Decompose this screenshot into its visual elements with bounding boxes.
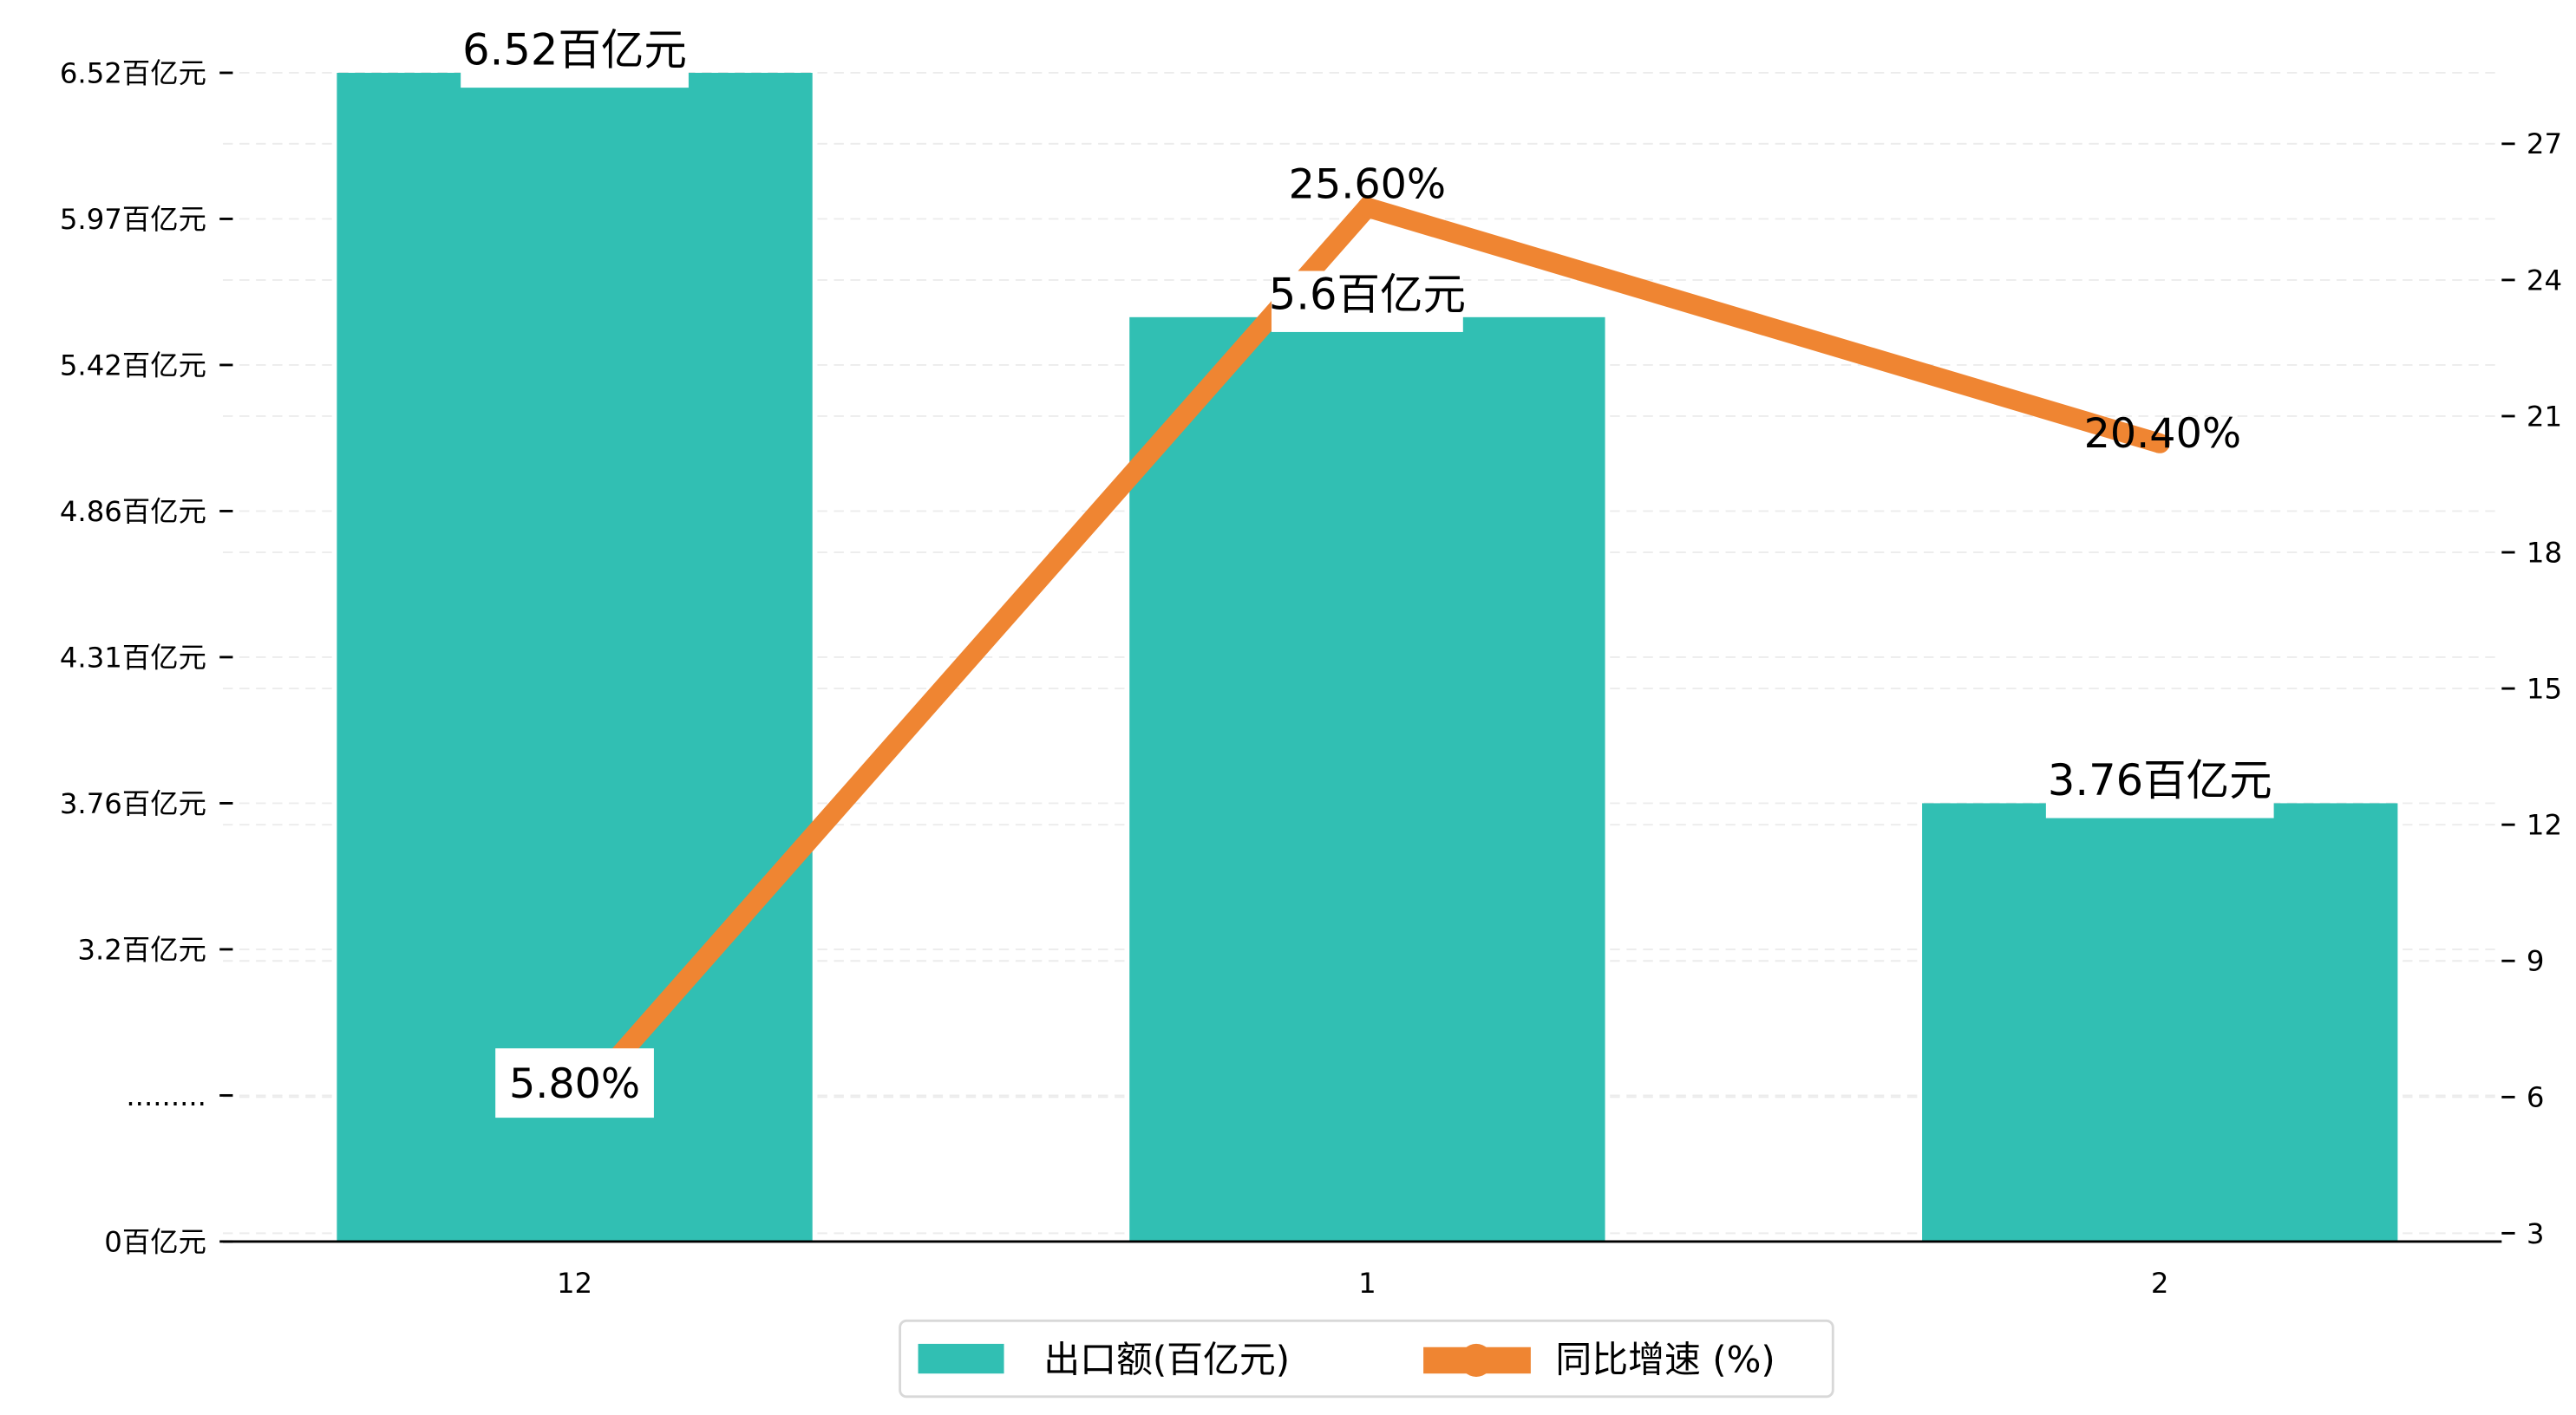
axes: 0百亿元......... 3.2百亿元 3.76百亿元 4.31百亿元 4.86百亿元… xyxy=(60,56,2562,1300)
right-tick-label: 21 xyxy=(2527,400,2562,433)
bars xyxy=(337,72,2398,1242)
right-tick-label: 27 xyxy=(2527,127,2562,160)
left-tick-label: 3.76百亿元 xyxy=(60,787,206,820)
bar-label: 5.6百亿元 xyxy=(1269,269,1466,319)
bar xyxy=(1129,316,1605,1242)
line-label-bg xyxy=(495,1048,654,1118)
right-tick-label: 3 xyxy=(2527,1217,2545,1250)
legend-bar-label: 出口额(百亿元) xyxy=(1043,1338,1290,1380)
line-point xyxy=(1357,197,1377,218)
line-label: 25.60% xyxy=(1289,161,1446,209)
bar-label-bg xyxy=(461,26,689,88)
line-label: 20.40% xyxy=(2084,410,2241,458)
legend-line-label: 同比增速 (%) xyxy=(1555,1338,1775,1380)
x-tick-label: 1 xyxy=(1358,1267,1376,1300)
left-tick-label: 5.42百亿元 xyxy=(60,349,206,381)
left-tick-label: 4.86百亿元 xyxy=(60,495,206,528)
left-tick-label: 0百亿元 xyxy=(104,1225,206,1258)
legend: 出口额(百亿元) 同比增速 (%) xyxy=(899,1319,1834,1399)
left-tick-label: ......... xyxy=(126,1079,206,1112)
line-point xyxy=(2149,433,2170,453)
bar xyxy=(337,72,813,1242)
right-tick-label: 6 xyxy=(2527,1081,2545,1114)
legend-bar-swatch xyxy=(918,1343,1004,1374)
left-tick-label: 6.52百亿元 xyxy=(60,56,206,89)
left-tick-label: 5.97百亿元 xyxy=(60,203,206,236)
legend-line-marker xyxy=(1460,1343,1494,1378)
x-tick-label: 2 xyxy=(2151,1267,2169,1300)
right-tick-label: 9 xyxy=(2527,945,2545,978)
bar-label: 3.76百亿元 xyxy=(2048,755,2272,805)
left-tick-label: 4.31百亿元 xyxy=(60,641,206,674)
right-tick-label: 15 xyxy=(2527,673,2562,706)
right-tick-label: 12 xyxy=(2527,809,2562,842)
left-tick-label: 3.2百亿元 xyxy=(77,933,206,966)
bar-label: 6.52百亿元 xyxy=(462,24,687,75)
right-tick-label: 18 xyxy=(2527,536,2562,569)
bar-label-bg xyxy=(2045,757,2274,818)
bar xyxy=(1922,803,2398,1242)
line-label: 5.80% xyxy=(509,1060,640,1108)
bar-label-bg xyxy=(1271,271,1463,332)
data-labels: 6.52百亿元 5.6百亿元 3.76百亿元 5.80% 25.60% 20.40% xyxy=(461,24,2274,1118)
right-tick-label: 24 xyxy=(2527,264,2562,297)
x-tick-label: 12 xyxy=(557,1267,592,1300)
